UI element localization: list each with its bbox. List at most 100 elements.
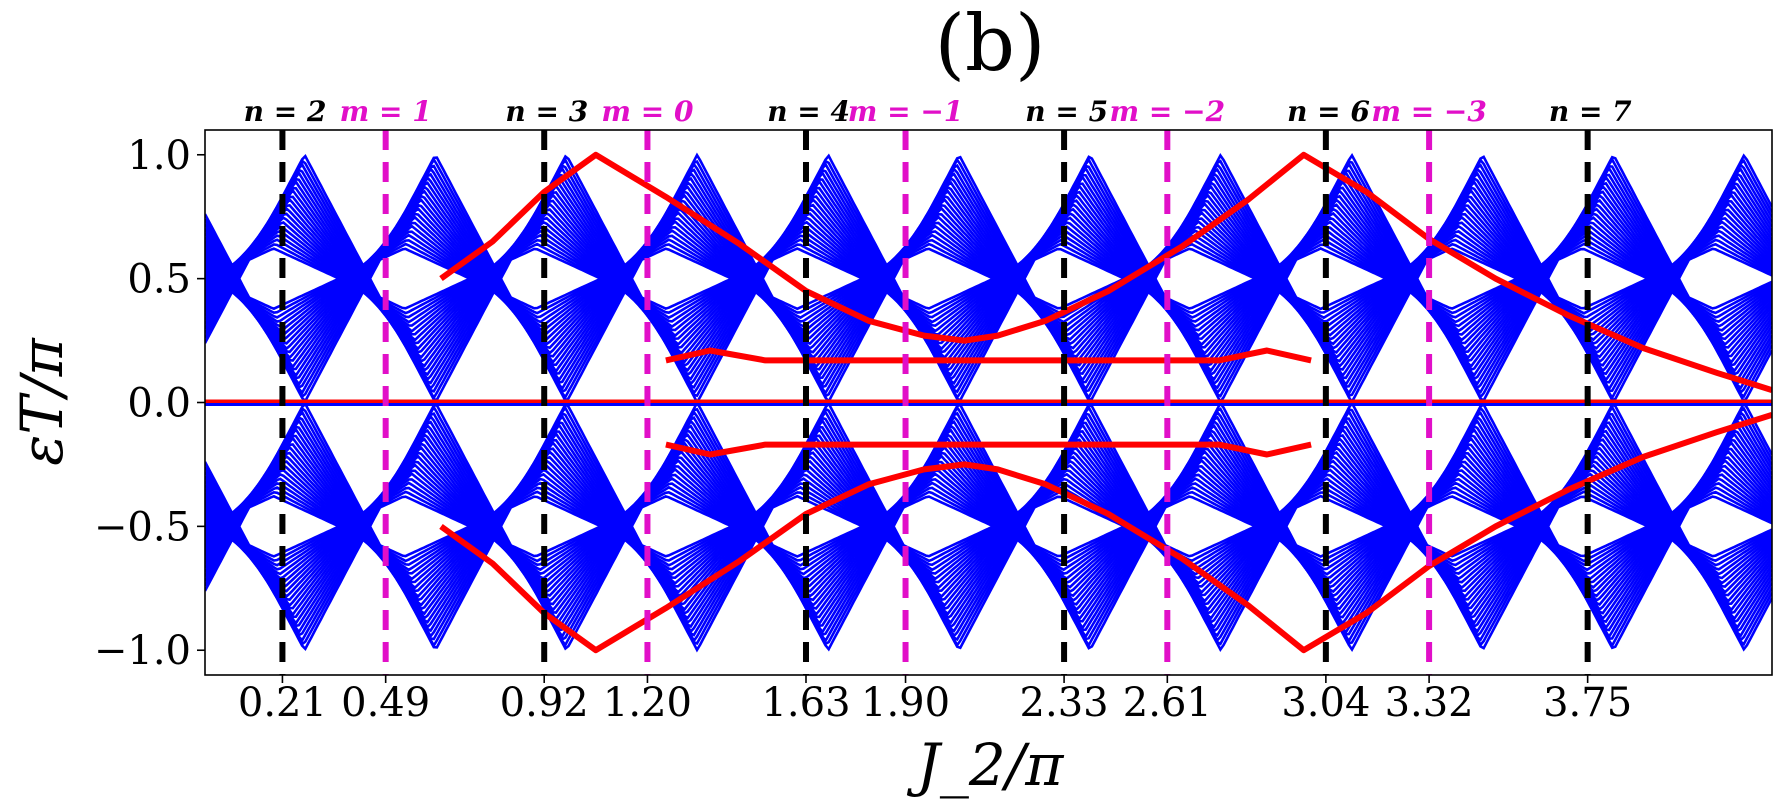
plot-area [205,130,1772,675]
bulk-band-line [205,165,1772,391]
bulk-band-line [205,417,1772,634]
bulk-band-line [205,449,1772,603]
bulk-band-line [205,247,1772,311]
bulk-band-line [205,174,1772,382]
vertical-line-label: n = 5 [1025,95,1108,128]
bulk-band-line [205,197,1772,360]
bulk-band-line [205,179,1772,377]
bulk-band-line [205,468,1772,586]
vertical-line-label: n = 2 [244,95,327,128]
bulk-band-line [205,216,1772,342]
x-tick-label: 2.33 [1020,680,1109,726]
edge-bump-lower [665,441,1312,458]
edge-state-lower [439,412,1772,654]
bulk-band-line [205,400,1772,653]
bulk-band-line [205,413,1772,639]
vertical-line-label: n = 3 [505,95,588,128]
bulk-band-line [205,436,1772,617]
vertical-line-label: n = 4 [767,95,850,128]
bulk-band-line [205,229,1772,328]
bulk-band-line [205,423,1772,631]
vertical-line-label: m = 0 [601,95,694,128]
x-tick-label: 3.04 [1281,680,1370,726]
bulk-band-line [205,472,1772,581]
bulk-band-line [205,400,1772,652]
bulk-band-line [205,419,1772,635]
bulk-band-line [205,220,1772,338]
bulk-band-line [205,193,1772,365]
bulk-band-line [205,477,1772,576]
bulk-band-line [205,152,1772,405]
y-axis-ticks: 1.0 0.5 0.0 −0.5 −1.0 [94,133,205,674]
x-tick-label: 1.63 [761,680,850,726]
y-tick-label: 0.0 [127,381,191,427]
bulk-band-line [205,193,1772,365]
bulk-band-line [205,161,1772,396]
bulk-band-line [205,414,1772,640]
bulk-band-line [205,454,1772,599]
bulk-band-line [205,202,1772,356]
bulk-band-line [205,409,1772,644]
bulk-band-line [205,431,1772,621]
chart-title: (b) [935,0,1046,89]
bulk-band-line [205,170,1772,386]
x-tick-label: 0.49 [341,680,430,726]
bulk-band-line [205,183,1772,373]
bulk-band-line [205,440,1772,612]
bulk-band-line [205,428,1772,626]
x-tick-label: 0.92 [500,680,589,726]
bulk-band-line [205,458,1772,594]
bulk-band-line [205,440,1772,612]
y-tick-label: −0.5 [94,504,191,550]
bulk-band-line [205,426,1772,625]
bulk-band-line [205,445,1772,608]
edge-bump-upper [665,347,1312,364]
x-axis-label: J_2/π [907,731,1065,799]
bulk-band-line [205,219,1772,337]
y-axis-label: εT/π [8,337,76,465]
bulk-band-line [205,246,1772,310]
bulk-band-line [205,215,1772,342]
bulk-band-line [205,445,1772,608]
x-tick-label: 1.90 [861,680,950,726]
x-tick-label: 0.21 [238,680,327,726]
bulk-band-line [205,188,1772,369]
bulk-band-line [205,467,1772,585]
bulk-band-line [205,197,1772,360]
bulk-band-line [205,404,1772,648]
x-tick-label: 1.20 [603,680,692,726]
bulk-band-line [205,404,1772,648]
x-axis-ticks: 0.21 0.49 0.92 1.20 1.63 1.90 2.33 2.61 3.04 3.32… [238,675,1632,726]
vertical-line-label: n = 6 [1287,95,1370,128]
bulk-band-line [205,157,1772,401]
vertical-line-label: n = 7 [1549,95,1632,128]
bulk-band-line [205,494,1772,558]
x-tick-label: 3.32 [1385,680,1474,726]
bulk-band-line [205,422,1772,630]
bulk-band-line [205,432,1772,622]
bulk-band-line [205,166,1772,392]
y-tick-label: 1.0 [127,133,191,179]
vertical-line-label: m = −1 [848,95,964,128]
bulk-band-line [205,171,1772,388]
bulk-band-line [205,224,1772,333]
bulk-band-line [205,211,1772,347]
bulk-band-line [205,463,1772,589]
bulk-band-line [205,175,1772,383]
edge-state-upper [439,151,1772,393]
bulk-band-line [205,495,1772,559]
bulk-band-line [205,463,1772,590]
x-tick-label: 3.75 [1543,680,1632,726]
bulk-band-line [205,206,1772,351]
transition-lines [279,130,1591,675]
vertical-line-label: m = 1 [340,95,432,128]
edge-states [205,151,1772,654]
vertical-line-label: m = −2 [1110,95,1226,128]
bulk-band-line [205,188,1772,369]
bulk-band-line [205,153,1772,405]
y-tick-label: 0.5 [127,257,191,303]
bulk-band-line [205,180,1772,379]
y-tick-label: −1.0 [94,628,191,674]
